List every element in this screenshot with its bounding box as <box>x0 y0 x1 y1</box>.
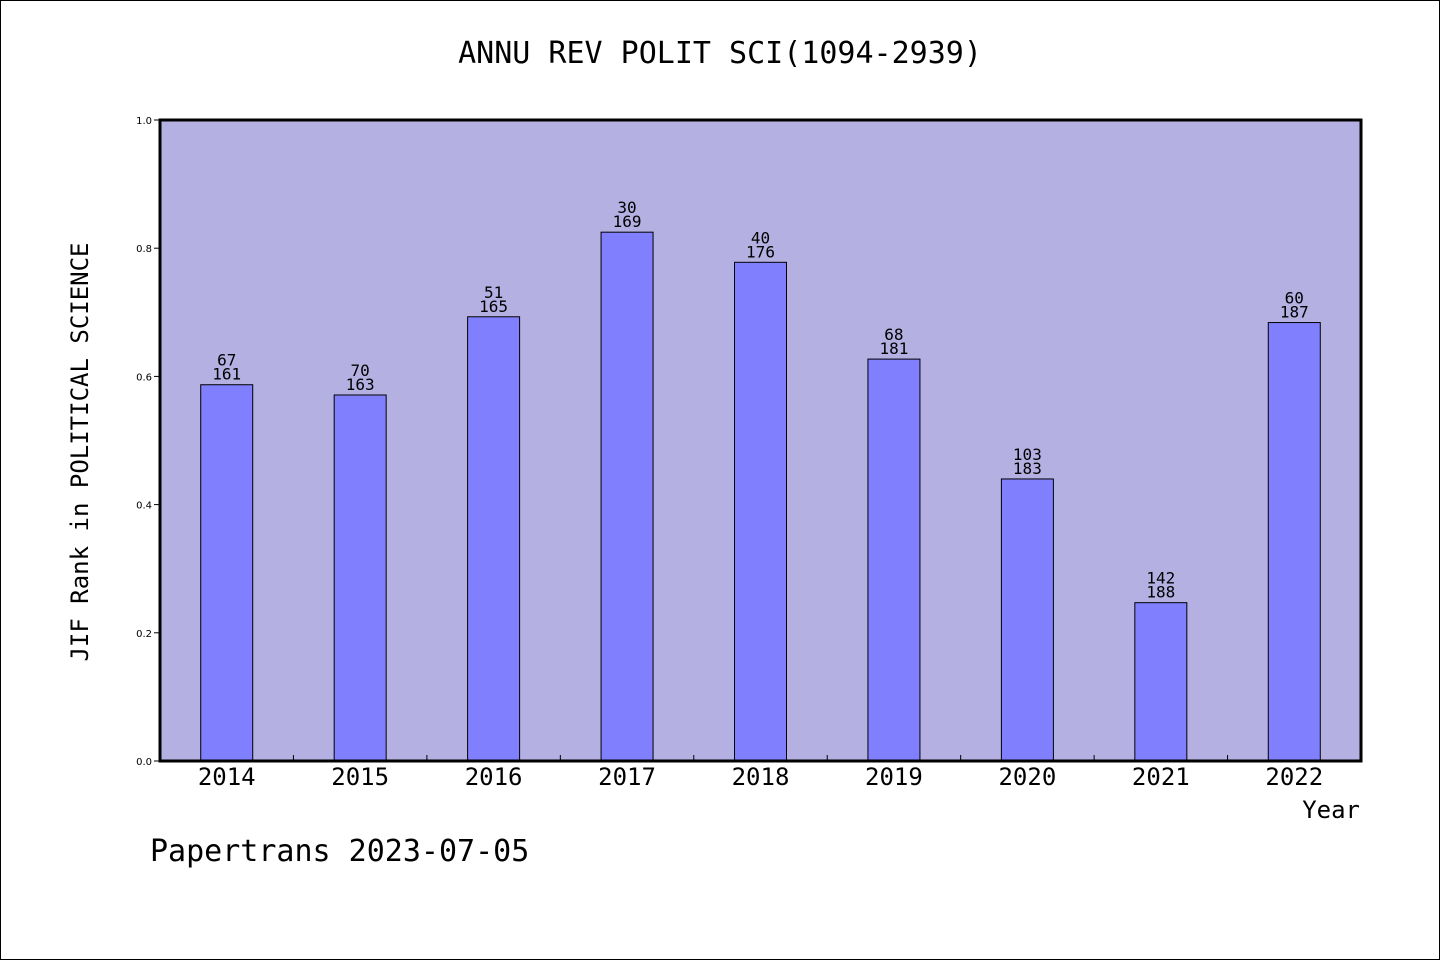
bar <box>1000 478 1054 762</box>
bar-total-label: 188 <box>1146 583 1175 602</box>
bar-rank-label: 103 <box>1013 445 1042 464</box>
x-tick-label: 2021 <box>1132 763 1190 791</box>
x-tick-label: 2019 <box>865 763 923 791</box>
bar-rank-label: 60 <box>1285 289 1304 308</box>
bar-rank-label: 67 <box>217 351 236 370</box>
bar <box>734 261 787 762</box>
x-tick-label: 2015 <box>331 763 389 791</box>
bar-total-label: 169 <box>613 212 642 231</box>
bar-total-label: 181 <box>879 339 908 358</box>
bar <box>867 358 921 762</box>
x-tick-label: 2020 <box>998 763 1056 791</box>
bar-total-label: 161 <box>212 365 241 384</box>
chart-title: ANNU REV POLIT SCI(1094-2939) <box>458 36 982 71</box>
x-tick-label: 2022 <box>1265 763 1323 791</box>
x-tick-label: 2017 <box>598 763 656 791</box>
y-tick-label: 0.8 <box>136 244 152 255</box>
plot-border <box>158 118 1363 763</box>
bar-total-label: 165 <box>479 297 508 316</box>
bar <box>1134 602 1188 762</box>
x-tick-label: 2014 <box>198 763 256 791</box>
y-tick-label: 0.0 <box>136 757 152 768</box>
bar-total-label: 176 <box>746 242 775 261</box>
bar-rank-label: 40 <box>751 228 770 247</box>
bar-rank-label: 30 <box>617 198 636 217</box>
y-tick-label: 1.0 <box>136 116 152 127</box>
bar <box>333 394 387 762</box>
bar-rank-label: 142 <box>1146 569 1175 588</box>
bar-rank-label: 51 <box>484 283 503 302</box>
footer-credit: Papertrans 2023-07-05 <box>150 834 530 869</box>
x-tick-label: 2018 <box>732 763 790 791</box>
bar <box>467 316 521 762</box>
bar-rank-label: 68 <box>884 325 903 344</box>
bar <box>600 231 654 762</box>
bar-total-label: 183 <box>1013 459 1042 478</box>
bar <box>200 384 254 762</box>
bar-total-label: 163 <box>346 375 375 394</box>
x-tick-label: 2016 <box>465 763 523 791</box>
bar <box>1267 322 1321 762</box>
bar-rank-label: 70 <box>351 361 370 380</box>
x-axis-label: Year <box>1302 796 1360 824</box>
y-tick-label: 0.4 <box>136 501 152 512</box>
y-tick-label: 0.2 <box>136 629 152 640</box>
y-tick-label: 0.6 <box>136 372 152 383</box>
bar-total-label: 187 <box>1280 303 1309 322</box>
